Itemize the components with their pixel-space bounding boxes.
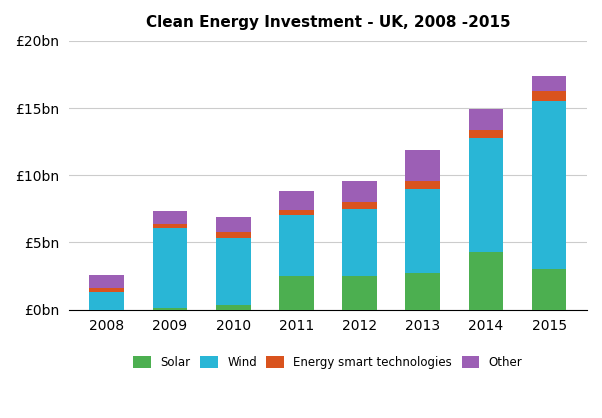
Bar [216, 232, 250, 238]
Bar [89, 292, 124, 309]
Bar [279, 276, 314, 309]
Bar [405, 273, 440, 309]
Legend: Solar, Wind, Energy smart technologies, Other: Solar, Wind, Energy smart technologies, … [128, 350, 529, 375]
Bar [89, 275, 124, 288]
Bar [216, 306, 250, 309]
Bar [532, 101, 566, 269]
Bar [532, 76, 566, 91]
Bar [342, 181, 377, 202]
Bar [405, 150, 440, 181]
Bar [468, 138, 503, 252]
Bar [405, 189, 440, 273]
Bar [89, 288, 124, 292]
Bar [532, 91, 566, 101]
Bar [532, 269, 566, 309]
Bar [279, 191, 314, 210]
Bar [468, 110, 503, 130]
Bar [152, 212, 187, 224]
Bar [342, 209, 377, 276]
Bar [152, 308, 187, 309]
Bar [342, 276, 377, 309]
Bar [405, 181, 440, 189]
Bar [152, 227, 187, 308]
Title: Clean Energy Investment - UK, 2008 -2015: Clean Energy Investment - UK, 2008 -2015 [146, 15, 510, 30]
Bar [279, 216, 314, 276]
Bar [468, 130, 503, 138]
Bar [279, 210, 314, 216]
Bar [216, 238, 250, 306]
Bar [468, 252, 503, 309]
Bar [342, 202, 377, 209]
Bar [216, 217, 250, 232]
Bar [152, 224, 187, 227]
